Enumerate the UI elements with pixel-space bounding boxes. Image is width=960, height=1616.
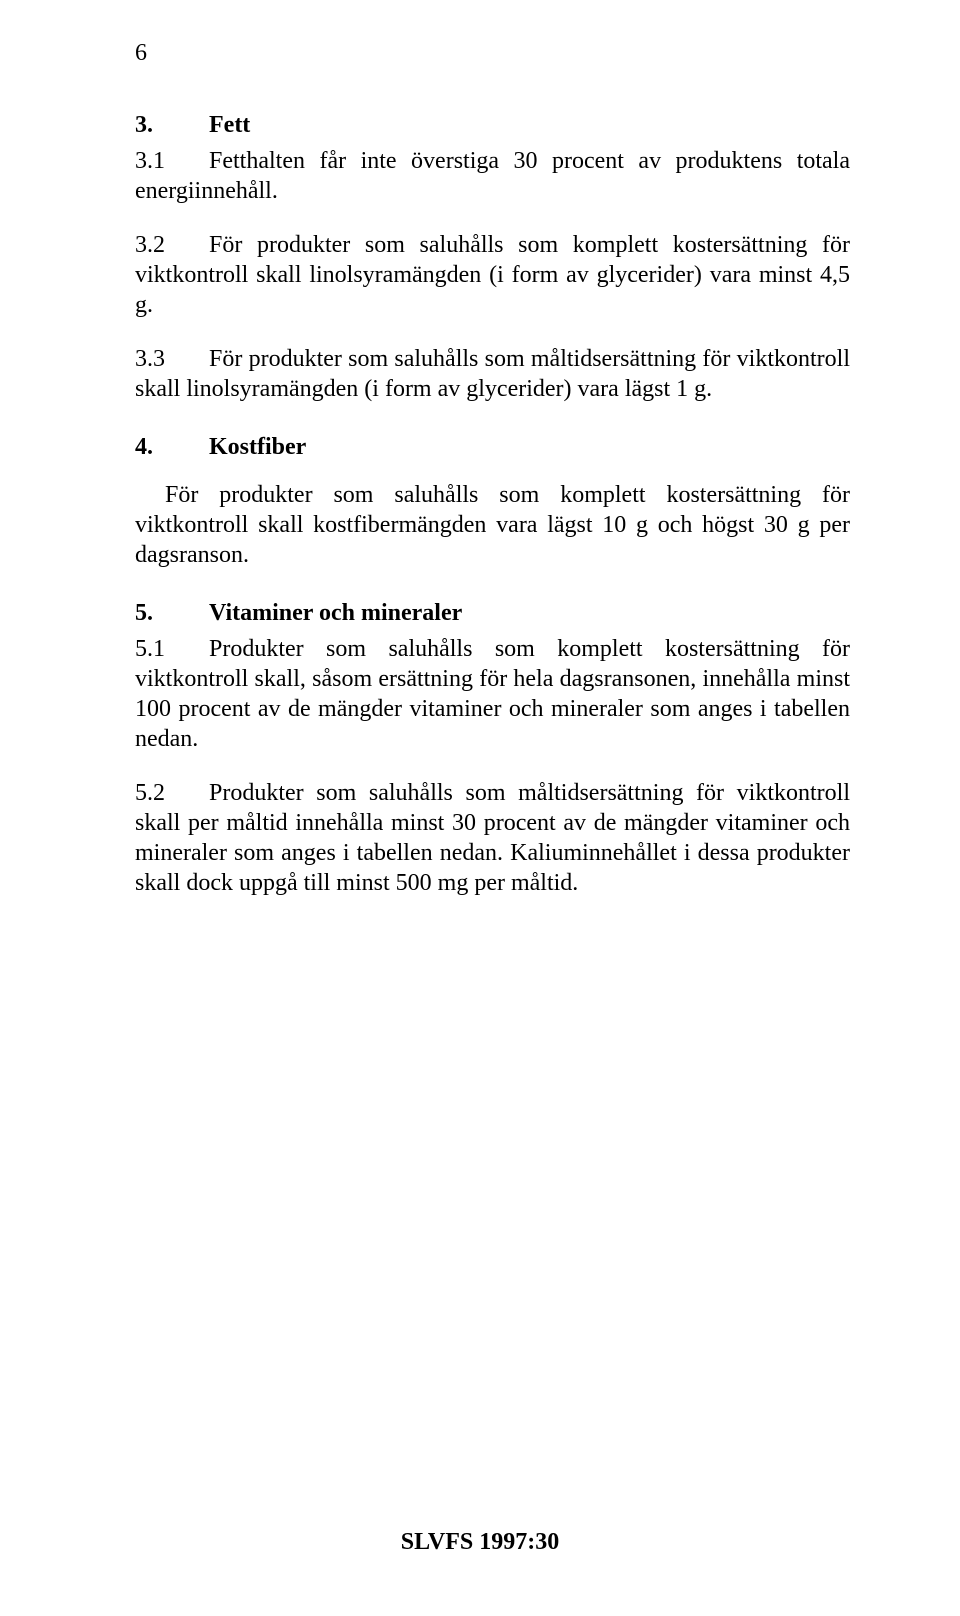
section-3-para-1-text: Fetthalten får inte överstiga 30 procent… [135,148,850,204]
section-3-para-2: 3.2För produkter som saluhålls som kompl… [135,230,850,320]
section-3-para-3-num: 3.3 [135,344,209,374]
document-footer: SLVFS 1997:30 [0,1529,960,1556]
section-4-title: Kostfiber [209,434,306,460]
section-5-heading: 5.Vitaminer och mineraler [135,598,850,628]
section-5-para-2-text: Produkter som saluhålls som måltidsersät… [135,780,850,896]
section-4-heading: 4.Kostfiber [135,432,850,462]
section-3-para-1: 3.1Fetthalten får inte överstiga 30 proc… [135,146,850,206]
document-page: 6 3.Fett 3.1Fetthalten får inte överstig… [0,0,960,1616]
section-3-para-2-num: 3.2 [135,230,209,260]
section-3-title: Fett [209,112,250,138]
section-4-num: 4. [135,432,209,462]
section-3-para-1-num: 3.1 [135,146,209,176]
section-3-num: 3. [135,110,209,140]
section-5-para-1-text: Produkter som saluhålls som komplett kos… [135,636,850,752]
section-5-para-1: 5.1Produkter som saluhålls som komplett … [135,634,850,754]
section-3-para-2-text: För produkter som saluhålls som komplett… [135,232,850,318]
page-number: 6 [135,40,147,67]
section-5-title: Vitaminer och mineraler [209,600,462,626]
section-5-para-2-num: 5.2 [135,778,209,808]
section-5-num: 5. [135,598,209,628]
section-5-para-2: 5.2Produkter som saluhålls som måltidser… [135,778,850,898]
section-3-para-3-text: För produkter som saluhålls som måltidse… [135,346,850,402]
section-5-para-1-num: 5.1 [135,634,209,664]
document-body: 3.Fett 3.1Fetthalten får inte överstiga … [135,110,850,898]
section-4-para-1-text: För produkter som saluhålls som komplett… [135,482,850,568]
section-3-para-3: 3.3För produkter som saluhålls som målti… [135,344,850,404]
section-4-para-1: För produkter som saluhålls som komplett… [135,480,850,570]
section-3-heading: 3.Fett [135,110,850,140]
